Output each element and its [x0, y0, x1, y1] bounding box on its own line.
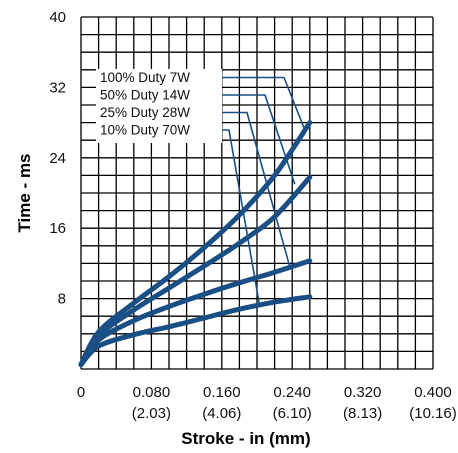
y-tick-label: 8 — [58, 291, 66, 308]
legend-leader-line — [222, 94, 296, 185]
legend: 100% Duty 7W 50% Duty 14W 25% Duty 28W 10% … — [96, 69, 222, 143]
series-line — [78, 174, 313, 368]
y-tick-label: 16 — [49, 220, 66, 237]
legend-entry: 50% Duty 14W — [100, 88, 190, 103]
x-axis-title: Stroke - in (mm) — [181, 429, 310, 448]
x-tick-sublabel: (2.03) — [132, 405, 171, 422]
y-tick-label: 40 — [49, 9, 66, 26]
series-line — [78, 120, 313, 368]
x-axis-ticks: 0 0.080 (2.03) 0.160 (4.06) 0.240 (6.10) 0.320 (… — [77, 384, 457, 422]
y-axis-ticks: 8 16 24 32 40 — [49, 9, 66, 308]
y-tick-label: 32 — [49, 79, 66, 96]
x-tick-sublabel: (10.16) — [409, 405, 457, 422]
legend-entry: 10% Duty 70W — [100, 123, 190, 138]
legend-background — [96, 69, 222, 143]
x-tick-label: 0.240 — [273, 384, 311, 401]
x-tick-label: 0.400 — [414, 384, 452, 401]
y-axis-title: Time - ms — [15, 153, 34, 232]
x-tick-sublabel: (4.06) — [202, 405, 241, 422]
y-tick-label: 24 — [49, 150, 66, 167]
x-tick-label: 0 — [77, 384, 85, 401]
x-tick-label: 0.080 — [133, 384, 171, 401]
series-line — [78, 258, 313, 368]
series-line — [78, 294, 313, 368]
legend-leader-line — [222, 111, 291, 267]
x-tick-sublabel: (6.10) — [273, 405, 312, 422]
x-tick-label: 0.320 — [344, 384, 382, 401]
legend-leader-line — [222, 129, 261, 306]
legend-entry: 100% Duty 7W — [100, 70, 190, 85]
series-lines — [78, 120, 313, 368]
legend-leader-line — [222, 76, 307, 132]
x-tick-label: 0.160 — [203, 384, 241, 401]
x-tick-sublabel: (8.13) — [343, 405, 382, 422]
legend-entry: 25% Duty 28W — [100, 105, 190, 120]
